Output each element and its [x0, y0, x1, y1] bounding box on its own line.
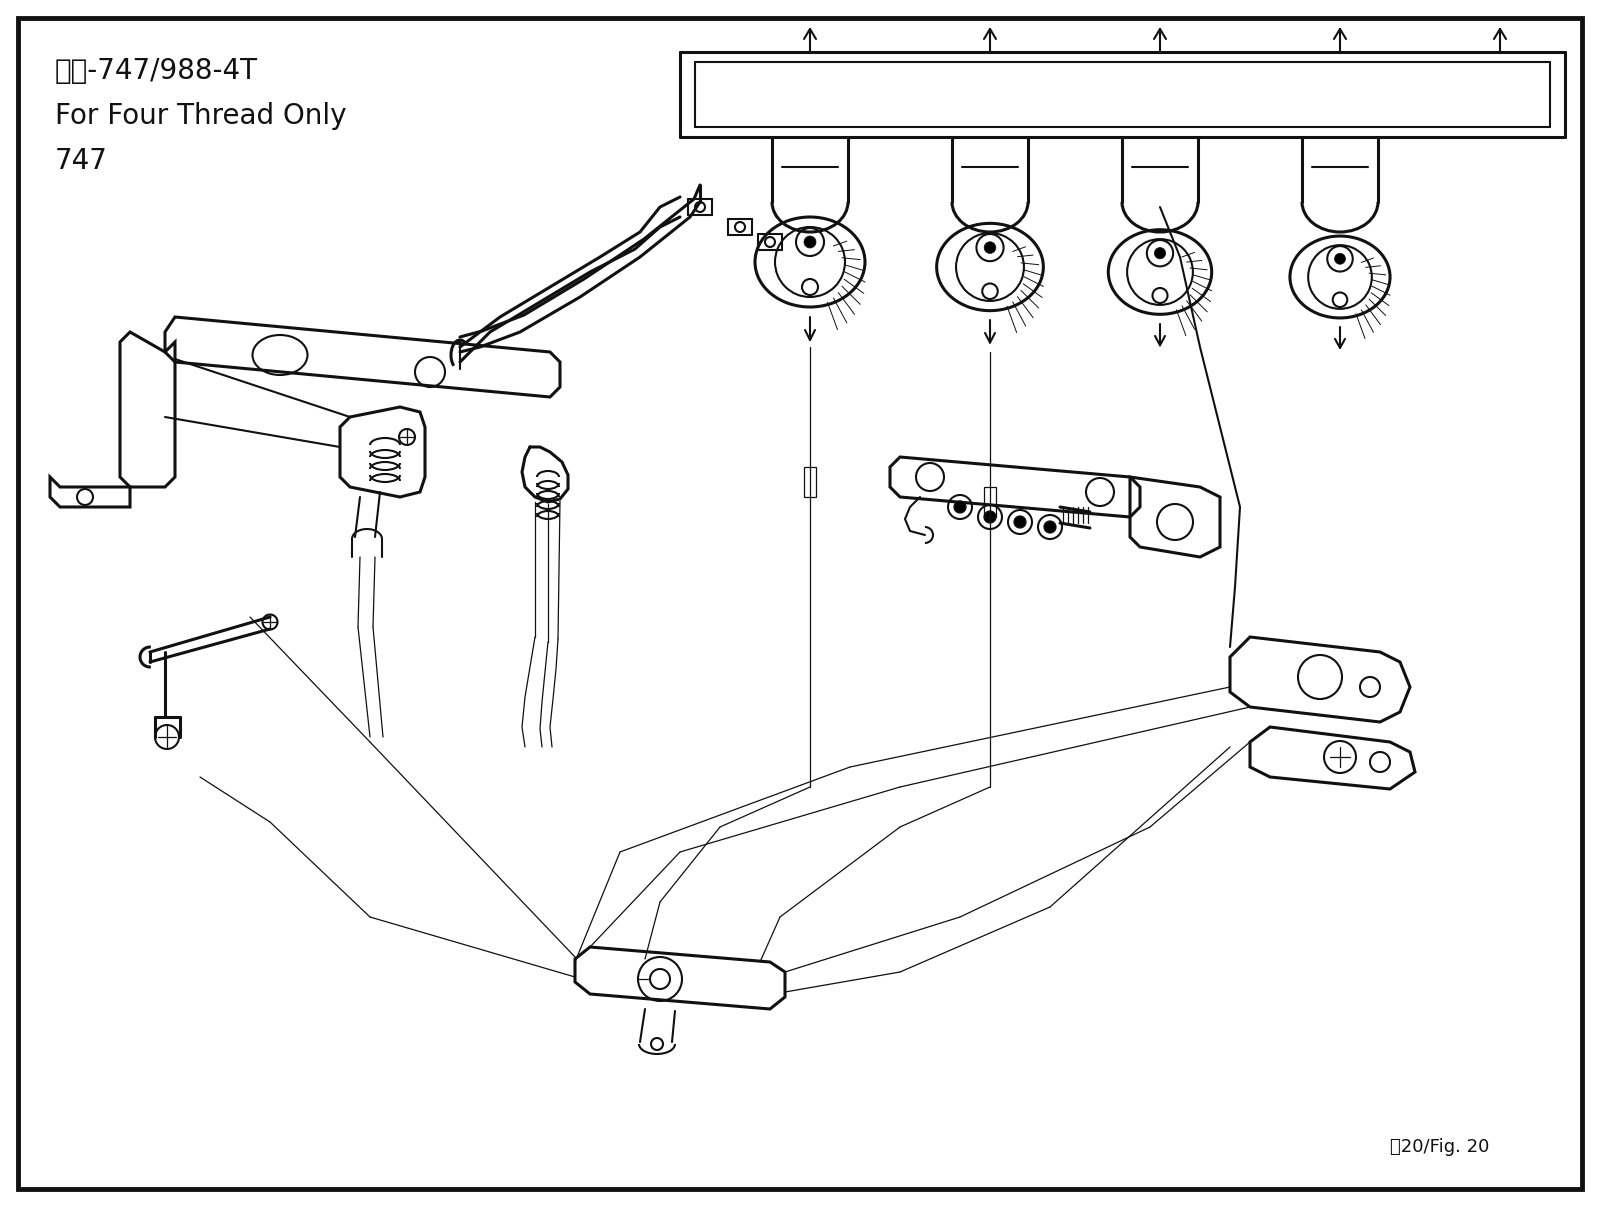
Text: 747: 747: [54, 147, 107, 175]
Circle shape: [1014, 517, 1026, 527]
Circle shape: [1154, 247, 1166, 258]
Circle shape: [1043, 521, 1056, 533]
Circle shape: [984, 511, 995, 523]
Circle shape: [954, 501, 966, 513]
Text: 四線-747/988-4T: 四線-747/988-4T: [54, 57, 258, 84]
Text: For Four Thread Only: For Four Thread Only: [54, 103, 347, 130]
Circle shape: [805, 237, 816, 247]
Circle shape: [984, 241, 995, 253]
Text: 剢20/Fig. 20: 剢20/Fig. 20: [1390, 1138, 1490, 1156]
Circle shape: [1334, 253, 1346, 264]
